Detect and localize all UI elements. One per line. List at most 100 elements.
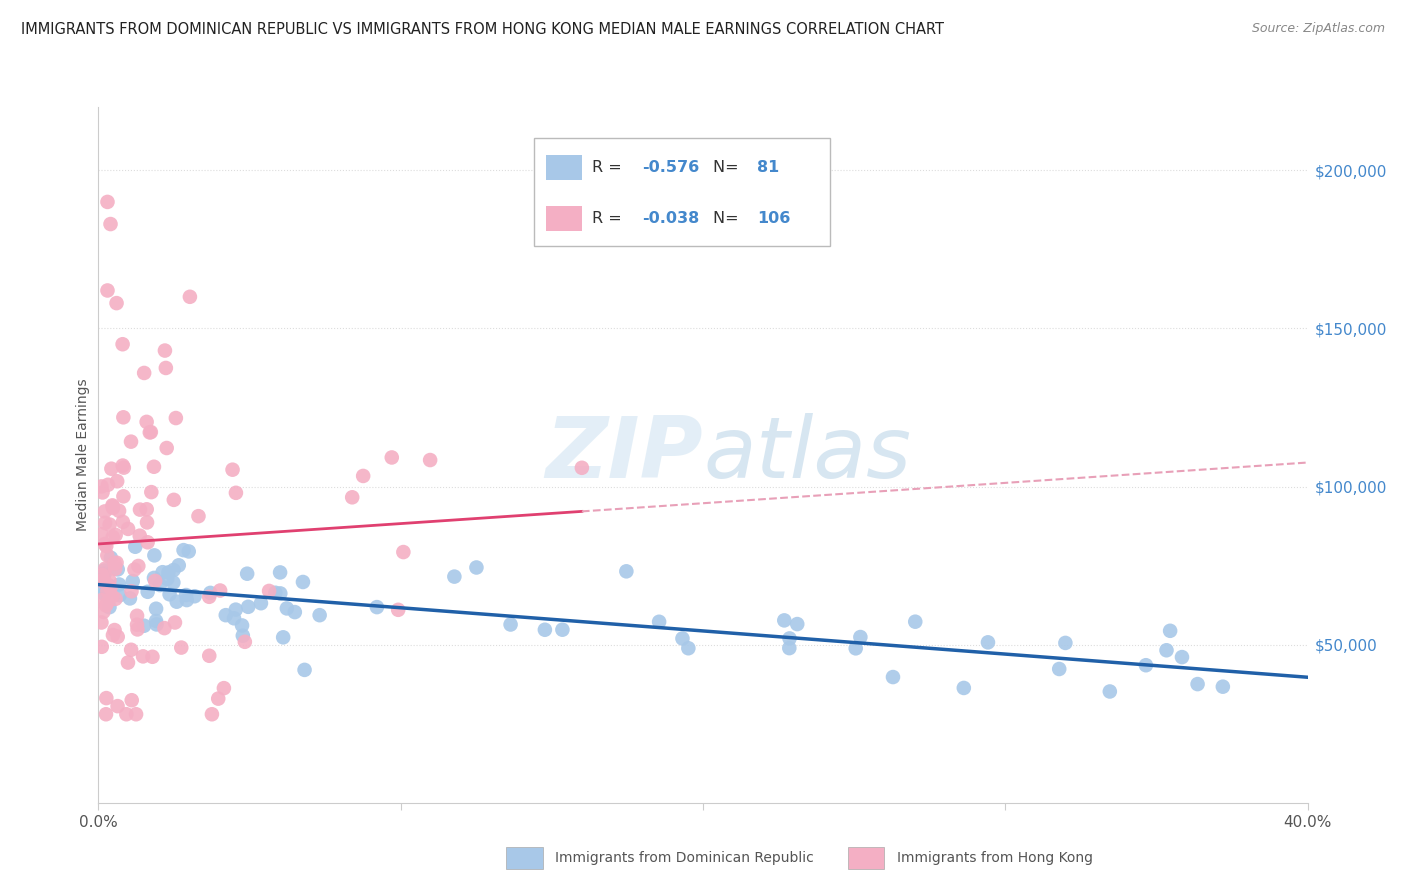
Point [225, 485, 247, 500]
Point [145, 617, 167, 632]
Point [125, 707, 148, 722]
Point [117, 656, 139, 670]
Text: 106: 106 [758, 211, 790, 226]
Point [141, 649, 163, 664]
Point [231, 618, 253, 632]
Point [187, 509, 209, 524]
Point [100, 217, 122, 231]
Point [136, 516, 159, 530]
Point [97, 578, 120, 592]
Point [98, 600, 121, 615]
Point [94, 707, 117, 722]
Point [101, 500, 124, 515]
Point [100, 461, 122, 475]
Point [103, 623, 125, 637]
Point [142, 459, 165, 474]
Point [115, 707, 138, 722]
FancyBboxPatch shape [546, 206, 582, 231]
Point [153, 343, 176, 358]
Point [366, 600, 388, 615]
Point [124, 540, 146, 554]
Point [222, 611, 245, 625]
Point [117, 522, 139, 536]
Point [174, 588, 197, 602]
Point [104, 528, 127, 542]
Point [132, 649, 155, 664]
Point [419, 453, 441, 467]
Point [571, 460, 593, 475]
Point [93, 581, 115, 595]
Point [108, 588, 131, 602]
Point [152, 565, 174, 579]
Point [105, 296, 128, 310]
Point [145, 614, 167, 628]
Point [96, 539, 118, 553]
Point [91, 568, 114, 582]
Point [167, 558, 190, 573]
Point [198, 648, 221, 663]
Point [136, 535, 159, 549]
Point [238, 599, 260, 614]
Y-axis label: Median Male Earnings: Median Male Earnings [76, 378, 90, 532]
Point [201, 707, 224, 722]
Point [112, 410, 135, 425]
Point [250, 596, 273, 610]
Point [105, 475, 128, 489]
Point [107, 562, 129, 576]
Point [129, 502, 152, 516]
Point [1047, 662, 1070, 676]
Point [162, 563, 184, 577]
Point [108, 577, 131, 591]
Point [97, 477, 120, 491]
Point [233, 635, 256, 649]
Point [98, 517, 121, 532]
Point [101, 500, 124, 514]
Point [157, 566, 180, 580]
Point [155, 361, 177, 376]
Point [128, 529, 150, 543]
Point [96, 194, 118, 209]
Point [845, 641, 868, 656]
Point [387, 603, 409, 617]
Point [352, 469, 374, 483]
Point [105, 556, 128, 570]
Text: N=: N= [713, 160, 744, 175]
Point [778, 641, 800, 656]
Point [209, 583, 232, 598]
Point [101, 499, 124, 513]
Text: -0.576: -0.576 [643, 160, 700, 175]
Point [276, 601, 298, 615]
Point [392, 545, 415, 559]
Point [136, 584, 159, 599]
Point [212, 681, 235, 695]
Point [143, 549, 166, 563]
Point [145, 601, 167, 615]
Point [143, 571, 166, 585]
Point [257, 583, 280, 598]
Point [91, 485, 114, 500]
Point [101, 530, 124, 544]
Point [166, 595, 188, 609]
Point [200, 586, 222, 600]
Point [94, 599, 117, 613]
FancyBboxPatch shape [534, 138, 830, 246]
Point [551, 623, 574, 637]
Point [183, 589, 205, 603]
Point [107, 630, 129, 644]
Point [499, 617, 522, 632]
Point [96, 596, 118, 610]
Point [139, 425, 162, 440]
Point [284, 605, 307, 619]
Point [271, 630, 294, 644]
Point [849, 630, 872, 644]
Point [90, 593, 112, 607]
Point [90, 615, 112, 630]
Point [678, 641, 700, 656]
Point [135, 415, 157, 429]
Point [264, 586, 287, 600]
Point [121, 693, 143, 707]
Point [107, 699, 129, 714]
Point [124, 562, 146, 576]
Point [121, 584, 143, 599]
Point [104, 591, 127, 606]
